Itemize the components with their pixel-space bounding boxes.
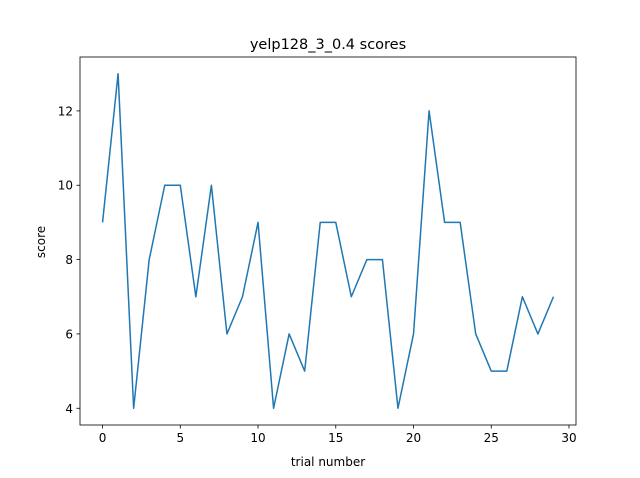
x-tick-label-20: 20	[406, 431, 421, 445]
y-tick-label-12: 12	[58, 104, 73, 118]
y-tick-label-8: 8	[65, 253, 73, 267]
x-axis-label: trial number	[291, 455, 365, 469]
chart-title: yelp128_3_0.4 scores	[250, 37, 406, 53]
x-tick-label-5: 5	[176, 431, 184, 445]
y-tick-label-6: 6	[65, 327, 73, 341]
x-tick-label-10: 10	[250, 431, 265, 445]
y-axis-label: score	[34, 226, 48, 258]
plot-area: 0 5 10 15 20 25 30 4 6 8 10 12	[58, 56, 577, 445]
series-line-0	[101, 72, 555, 410]
x-tick-label-0: 0	[99, 431, 107, 445]
y-tick-label-10: 10	[58, 179, 73, 193]
x-tick-label-15: 15	[328, 431, 343, 445]
x-tick-label-30: 30	[561, 431, 576, 445]
y-tick-label-4: 4	[65, 402, 73, 416]
plot-frame	[79, 56, 577, 426]
x-tick-label-25: 25	[484, 431, 499, 445]
